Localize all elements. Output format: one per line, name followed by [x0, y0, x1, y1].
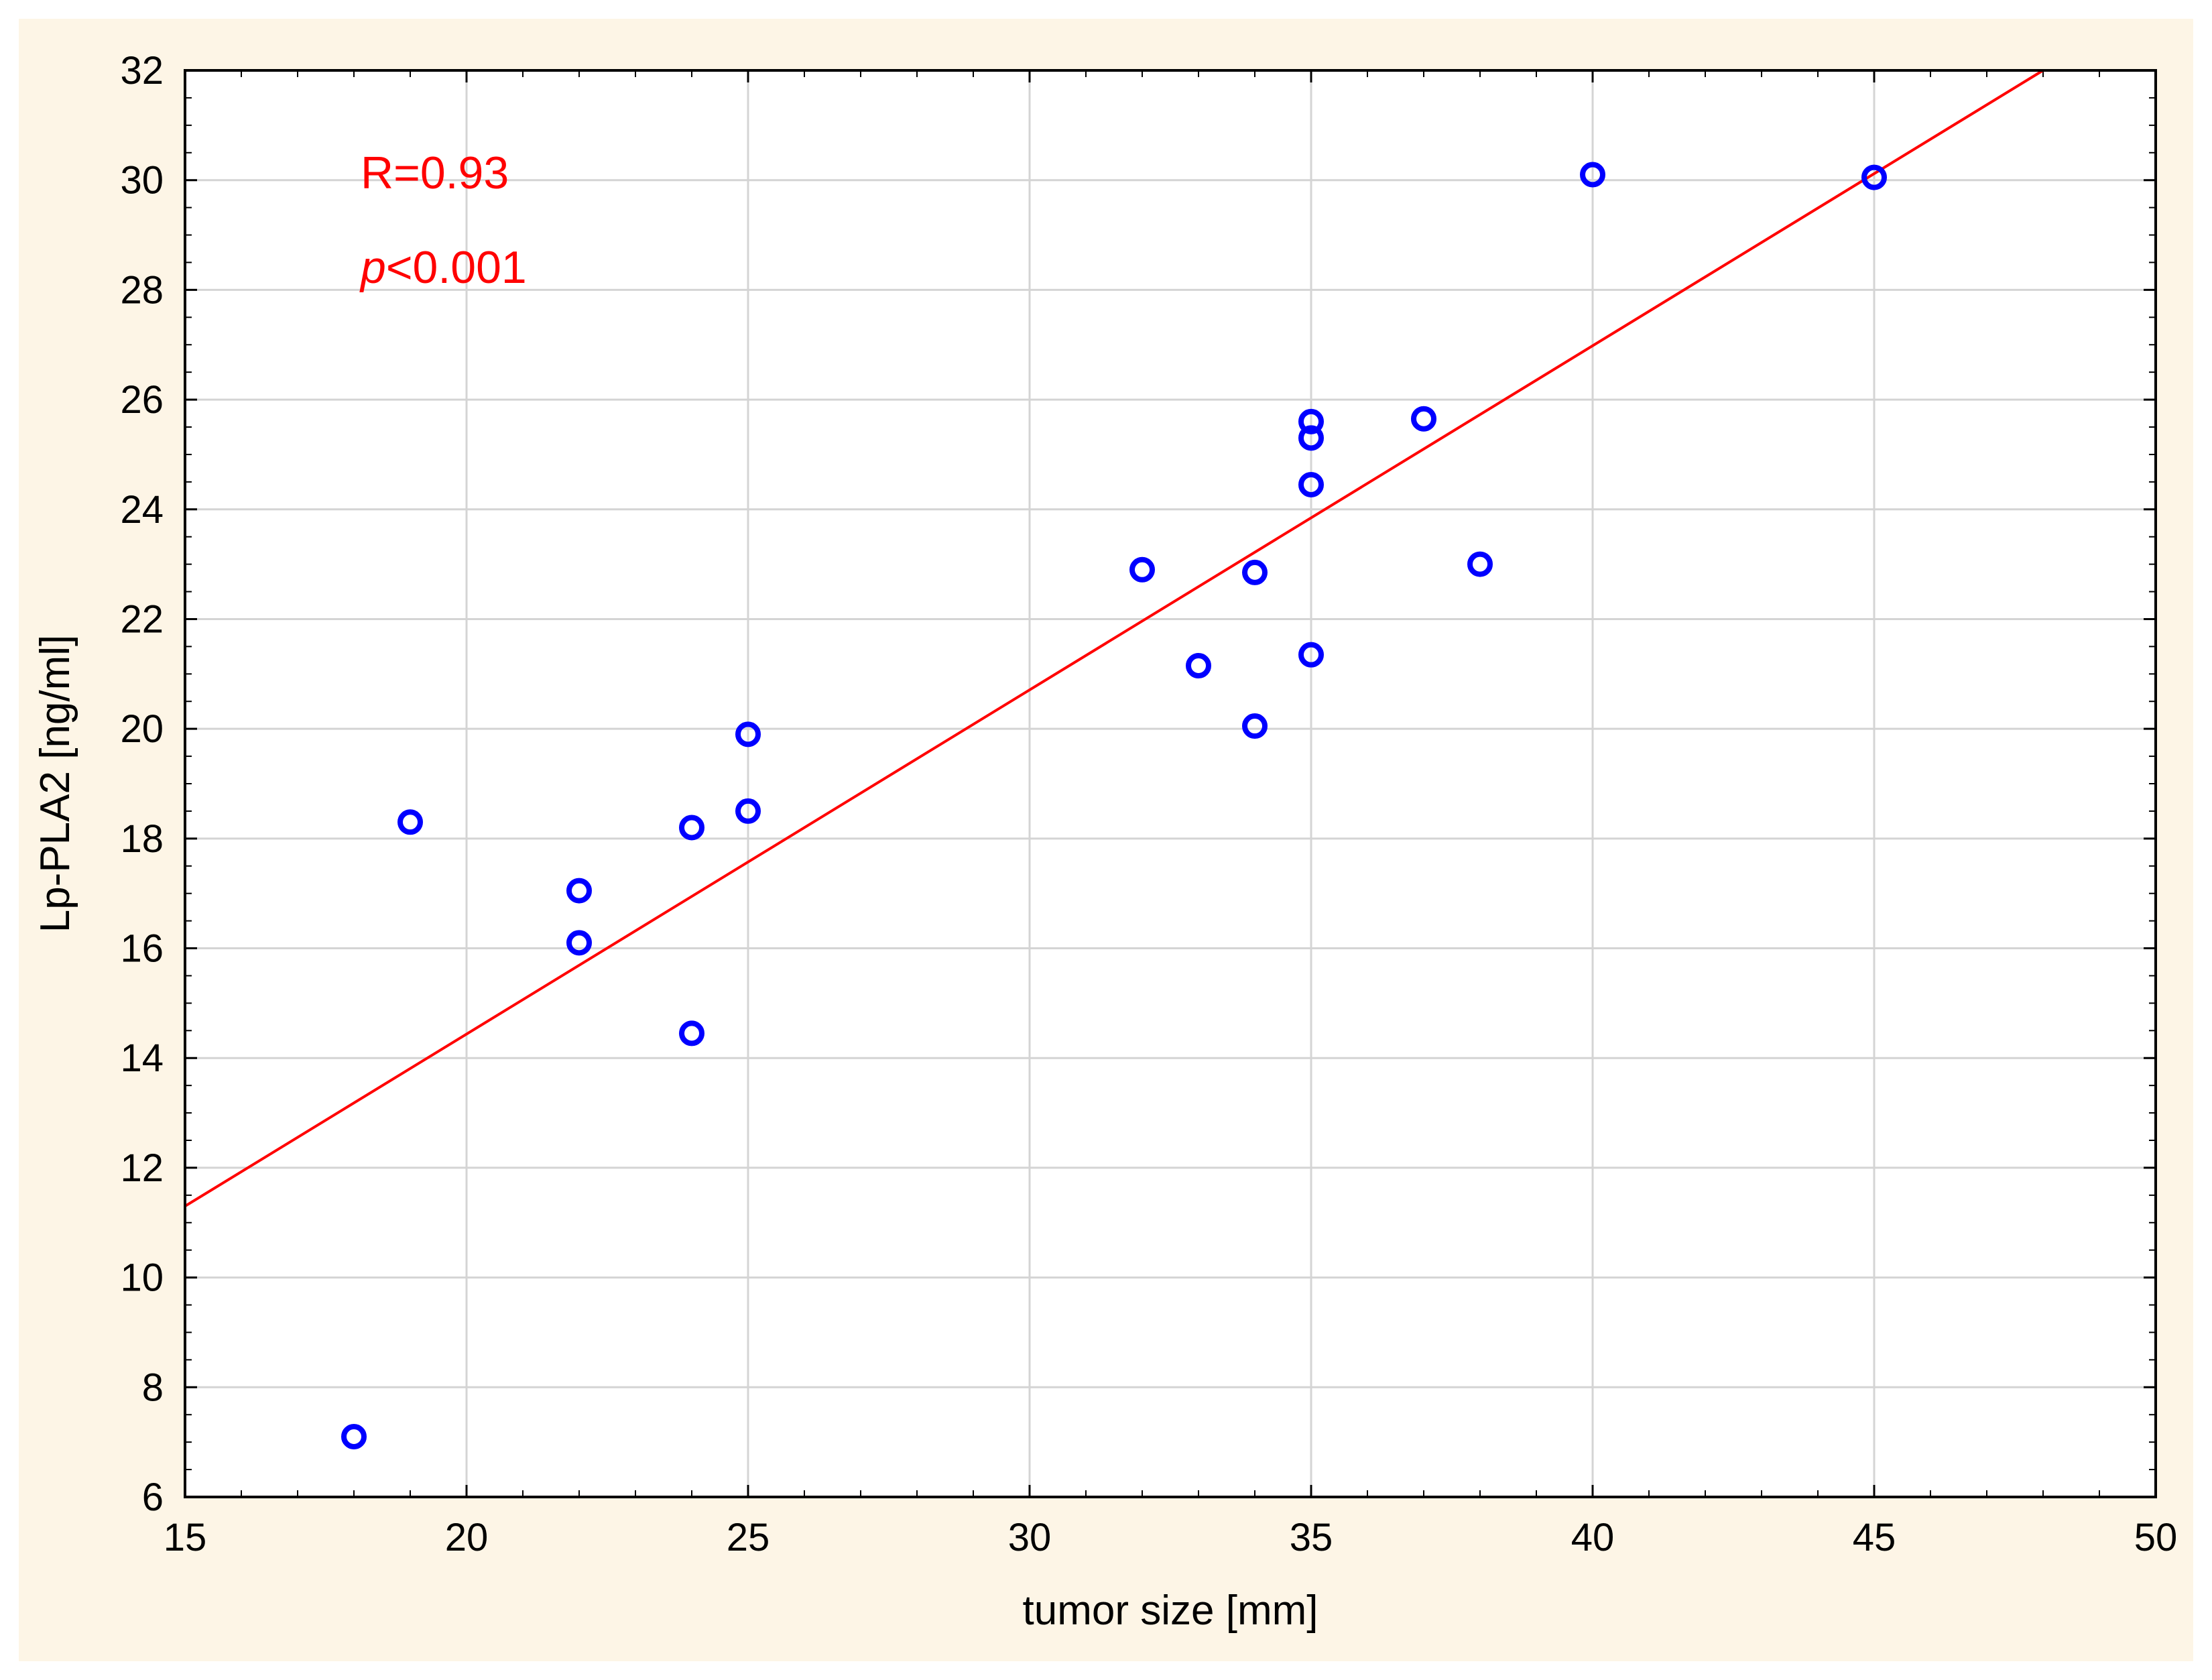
- y-tick-labels: 6 8 10 12 14 16 18 20 22 24 26 28 30 32: [120, 49, 164, 1519]
- correlation-annotation: R=0.93: [361, 147, 509, 198]
- data-points: [341, 162, 1887, 1449]
- y-tick-label: 12: [120, 1146, 164, 1190]
- data-point: [1580, 162, 1605, 188]
- data-point: [1242, 713, 1268, 739]
- data-point: [1298, 408, 1324, 434]
- data-point: [1186, 653, 1211, 679]
- y-tick-label: 30: [120, 159, 164, 202]
- data-point: [566, 930, 592, 956]
- x-tick-label: 45: [1853, 1516, 1896, 1559]
- y-tick-label: 6: [142, 1476, 164, 1519]
- x-tick-label: 30: [1008, 1516, 1052, 1559]
- y-tick-label: 26: [120, 378, 164, 422]
- p-value-annotation: p<0.001: [359, 242, 527, 293]
- data-point: [1467, 551, 1493, 577]
- y-axis-label: Lp-PLA2 [ng/ml]: [32, 635, 78, 933]
- data-point: [566, 878, 592, 904]
- p-symbol: p: [359, 242, 386, 293]
- y-tick-label: 14: [120, 1036, 164, 1080]
- x-tick-label: 15: [164, 1516, 207, 1559]
- data-point: [1298, 471, 1324, 497]
- x-tick-label: 50: [2134, 1516, 2178, 1559]
- plot-area: [185, 70, 2156, 1497]
- grid-lines: [185, 70, 2156, 1497]
- data-point: [1129, 556, 1155, 583]
- y-tick-label: 28: [120, 268, 164, 312]
- data-point: [341, 1423, 367, 1449]
- data-point: [735, 798, 761, 824]
- x-tick-label: 25: [727, 1516, 770, 1559]
- y-tick-label: 24: [120, 488, 164, 532]
- data-point: [679, 815, 704, 841]
- regression-line: [184, 69, 2044, 1207]
- y-tick-label: 10: [120, 1256, 164, 1300]
- y-tick-label: 20: [120, 707, 164, 751]
- y-tick-label: 32: [120, 49, 164, 93]
- data-point: [1861, 164, 1887, 190]
- data-point: [679, 1020, 704, 1046]
- data-point: [397, 809, 423, 835]
- x-tick-labels: 15 20 25 30 35 40 45 50: [164, 1516, 2178, 1559]
- x-axis-label: tumor size [mm]: [1023, 1587, 1318, 1634]
- figure-frame: 15 20 25 30 35 40 45 50 6 8 10 12 14 16 18 20 22 24 26 28 3…: [19, 19, 2193, 1661]
- y-tick-label: 18: [120, 817, 164, 861]
- x-tick-label: 20: [445, 1516, 489, 1559]
- x-tick-label: 40: [1571, 1516, 1615, 1559]
- y-tick-label: 22: [120, 597, 164, 641]
- data-point: [1298, 425, 1324, 451]
- data-point: [1242, 559, 1268, 585]
- plot-border: [184, 69, 2157, 1498]
- y-tick-label: 16: [120, 927, 164, 971]
- scatter-chart: 15 20 25 30 35 40 45 50 6 8 10 12 14 16 18 20 22 24 26 28 3…: [32, 49, 2178, 1634]
- x-tick-label: 35: [1290, 1516, 1333, 1559]
- data-point: [735, 721, 761, 747]
- p-value: <0.001: [386, 242, 527, 293]
- data-point: [1411, 406, 1436, 432]
- y-tick-label: 8: [142, 1366, 164, 1409]
- data-point: [1298, 642, 1324, 668]
